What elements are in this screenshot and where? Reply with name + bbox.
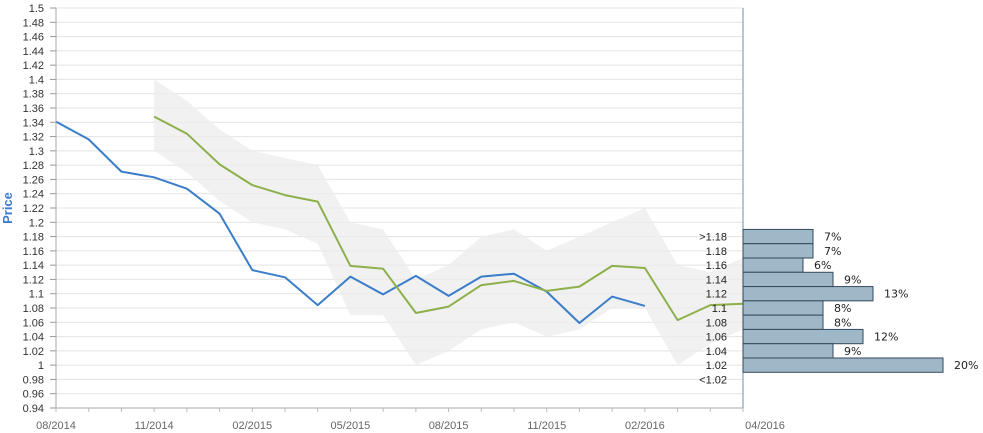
y-tick-label: 0.94 — [23, 403, 44, 415]
y-tick-labels: 0.94 0.96 0.98 1 1.02 1.04 1.06 1.08 1.1 1.12 1.14… — [23, 3, 44, 415]
histogram-bin-label: 1.18 — [706, 246, 727, 258]
y-tick-label: 1.06 — [23, 317, 44, 329]
histogram-bar — [742, 300, 824, 316]
y-tick-label: 1.44 — [23, 46, 44, 58]
y-tick-label: 1.36 — [23, 103, 44, 115]
histogram-bin-label: 1.14 — [706, 274, 727, 286]
x-tick-label: 08/2014 — [36, 420, 76, 432]
histogram-bar — [742, 328, 864, 345]
histogram-bar — [742, 257, 804, 273]
y-tick-label: 1.4 — [29, 74, 44, 86]
histogram-bin-label: <1.02 — [699, 374, 727, 386]
histogram-value-label: 8% — [834, 302, 851, 315]
histogram-value-label: 13% — [884, 288, 908, 301]
histogram-bin-label: 1.1 — [712, 303, 727, 315]
histogram-bin-label: 1.02 — [706, 360, 727, 372]
y-tick-label: 1.26 — [23, 174, 44, 186]
histogram-bar — [742, 243, 814, 259]
band-area — [154, 79, 744, 366]
y-tick-label: 1.42 — [23, 60, 44, 72]
forecast-band — [154, 79, 744, 366]
grid-lines — [56, 7, 743, 409]
y-tick-label: 1.32 — [23, 132, 44, 144]
y-tick-label: 1.24 — [23, 189, 44, 201]
histogram-value-label: 12% — [874, 331, 898, 344]
axes — [50, 7, 744, 412]
histogram-value-label: 7% — [824, 245, 841, 258]
histogram-bin-label: 1.04 — [706, 346, 727, 358]
y-tick-label: 1.5 — [29, 3, 44, 15]
histogram-value-label: 7% — [824, 231, 841, 244]
y-tick-label: 1.34 — [23, 117, 44, 129]
y-tick-label: 0.96 — [23, 389, 44, 401]
series-line-2 — [153, 115, 744, 322]
y-tick-label: 1.48 — [23, 17, 44, 29]
y-tick-label: 1.28 — [23, 160, 44, 172]
y-tick-label: 0.98 — [23, 374, 44, 386]
y-tick-label: 1.18 — [23, 232, 44, 244]
y-tick-label: 1.02 — [23, 346, 44, 358]
y-tick-label: 1.2 — [29, 217, 44, 229]
histogram-bar — [742, 228, 814, 245]
x-tick-label: 02/2016 — [625, 420, 665, 432]
y-tick-label: 1.22 — [23, 203, 44, 215]
y-tick-label: 1.04 — [23, 332, 44, 344]
x-tick-labels: 08/2014 11/2014 02/2015 05/2015 08/2015 11/20… — [36, 420, 785, 432]
histogram-bin-label: 1.16 — [706, 260, 727, 272]
y-tick-label: 1.16 — [23, 246, 44, 258]
histogram-bar — [742, 343, 834, 359]
histogram-bar — [742, 271, 834, 288]
y-tick-label: 1.38 — [23, 89, 44, 101]
histogram-bin-label: 1.12 — [706, 289, 727, 301]
histogram-value-label: 20% — [954, 359, 978, 372]
x-tick-label: 05/2015 — [331, 420, 371, 432]
x-tick-label: 02/2015 — [232, 420, 272, 432]
x-tick-label: 08/2015 — [429, 420, 469, 432]
histogram-value-label: 8% — [834, 316, 851, 329]
x-tick-label: 11/2014 — [135, 420, 174, 432]
y-tick-label: 1.1 — [29, 289, 44, 301]
histogram-bar — [742, 314, 824, 330]
histogram-bin-label: >1.18 — [699, 232, 727, 244]
x-tick-label: 04/2016 — [745, 420, 785, 432]
x-tick-label: 11/2015 — [527, 420, 566, 432]
y-tick-label: 1.08 — [23, 303, 44, 315]
histogram-bar — [742, 357, 944, 373]
y-tick-label: 1.3 — [29, 146, 44, 158]
y-tick-label: 1.46 — [23, 32, 44, 44]
histogram-value-label: 6% — [814, 259, 831, 272]
histogram-bar — [742, 286, 874, 302]
distribution-histogram: >1.18 7% 1.18 7% 1.16 6% 1.14 9% 1.12 13% 1.1 8% 1.0… — [699, 228, 978, 386]
histogram-value-label: 9% — [844, 273, 861, 286]
histogram-bin-label: 1.06 — [706, 332, 727, 344]
histogram-value-label: 9% — [844, 345, 861, 358]
y-tick-label: 1 — [38, 360, 44, 372]
y-tick-label: 1.14 — [23, 260, 44, 272]
histogram-bin-label: 1.08 — [706, 317, 727, 329]
y-tick-label: 1.12 — [23, 274, 44, 286]
series-lines — [55, 115, 744, 324]
y-axis-label: Price — [0, 192, 15, 224]
